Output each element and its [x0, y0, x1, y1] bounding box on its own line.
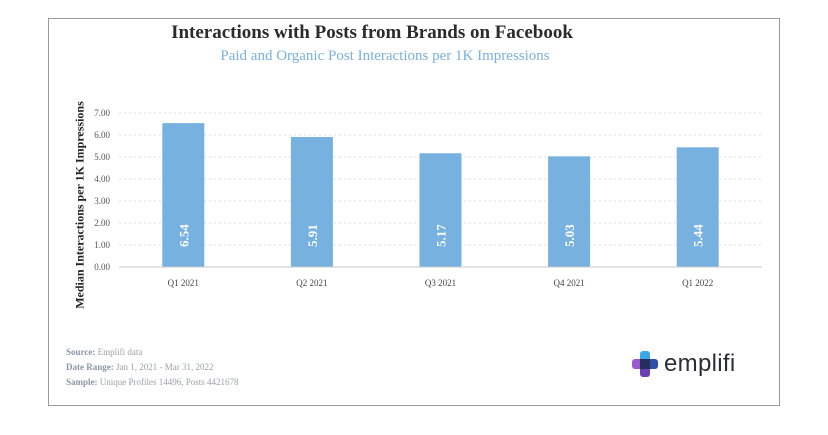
bars [162, 123, 719, 268]
emplifi-cross-logo-icon [632, 351, 658, 377]
y-tick-labels: 0.00 1.00 2.00 3.00 4.00 5.00 6.00 7.00 [94, 108, 110, 272]
y-tick-label: 7.00 [94, 108, 110, 118]
sample-value: Unique Profiles 14496, Posts 4421678 [99, 377, 239, 387]
bar [676, 147, 719, 267]
chart-title: Interactions with Posts from Brands on F… [171, 22, 573, 43]
footer-date-range: Date Range: Jan 1, 2021 - Mar 31, 2022 [66, 362, 214, 372]
emplifi-logo-text: emplifi [664, 350, 736, 377]
y-tick-label: 0.00 [94, 262, 110, 272]
bar-value-label: 5.17 [434, 224, 449, 247]
bar [419, 153, 462, 267]
y-tick-label: 2.00 [94, 218, 110, 228]
x-tick-label: Q3 2021 [425, 278, 456, 288]
x-tick-label: Q2 2021 [296, 278, 327, 288]
x-tick-label: Q1 2021 [168, 278, 199, 288]
bar [162, 123, 205, 268]
chart-subtitle: Paid and Organic Post Interactions per 1… [220, 48, 550, 64]
bar-value-label: 5.91 [305, 224, 320, 247]
y-tick-label: 4.00 [94, 174, 110, 184]
bar [548, 156, 591, 267]
y-tick-label: 6.00 [94, 130, 110, 140]
y-tick-label: 3.00 [94, 196, 110, 206]
emplifi-logo: emplifi [632, 350, 735, 378]
date-range-value: Jan 1, 2021 - Mar 31, 2022 [116, 362, 214, 372]
y-tick-label: 1.00 [94, 240, 110, 250]
bar-value-label: 5.03 [562, 224, 577, 247]
bar-value-label: 6.54 [176, 224, 191, 247]
footer-source: Source: Emplifi data [66, 347, 142, 357]
date-range-label: Date Range: [66, 362, 114, 372]
bar-value-label: 5.44 [691, 224, 706, 247]
source-value: Emplifi data [97, 347, 143, 357]
sample-label: Sample: [66, 377, 98, 387]
source-label: Source: [66, 347, 96, 357]
footer-sample: Sample: Unique Profiles 14496, Posts 442… [66, 377, 239, 387]
bar [290, 136, 333, 267]
x-tick-labels: Q1 2021 Q2 2021 Q3 2021 Q4 2021 Q1 2022 [168, 278, 714, 288]
x-tick-label: Q4 2021 [553, 278, 584, 288]
x-tick-label: Q1 2022 [682, 278, 713, 288]
bar-value-labels: 6.54 5.91 5.17 5.03 5.44 [176, 224, 705, 247]
y-tick-label: 5.00 [94, 152, 110, 162]
